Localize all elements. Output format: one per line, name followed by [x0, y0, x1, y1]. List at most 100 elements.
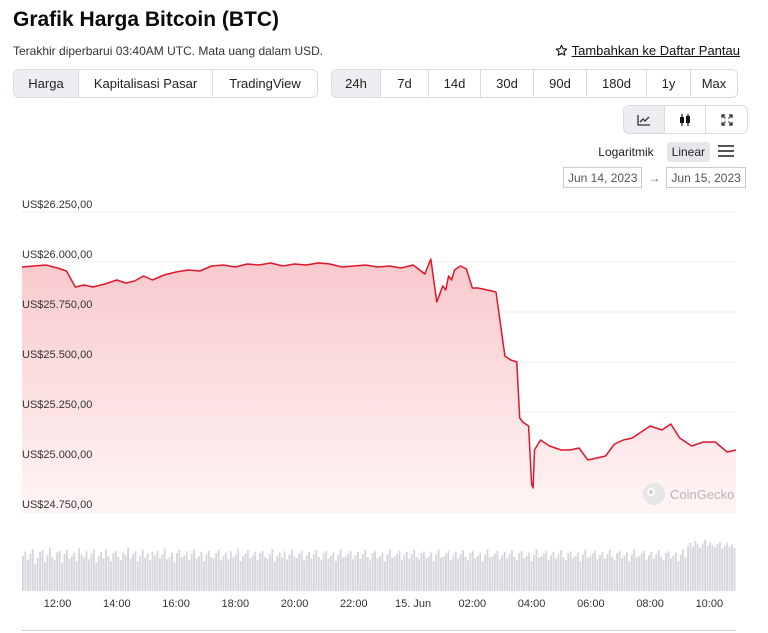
volume-bar [542, 553, 545, 591]
volume-bar [237, 548, 240, 591]
fullscreen-icon [720, 113, 733, 126]
volume-bar [496, 550, 499, 591]
range-180d[interactable]: 180d [587, 70, 647, 97]
volume-bar [136, 561, 139, 591]
volume-bar [625, 552, 628, 591]
volume-bar [144, 557, 147, 591]
volume-bar [677, 561, 680, 591]
volume-bar [224, 552, 227, 591]
volume-bar [359, 558, 362, 591]
volume-bar [151, 551, 154, 591]
volume-bar [559, 550, 562, 591]
volume-bar [317, 557, 320, 591]
volume-bar [61, 563, 63, 591]
volume-bar [728, 546, 731, 591]
coingecko-watermark: CoinGecko [643, 483, 734, 505]
y-tick-label: US$26.000,00 [22, 249, 92, 261]
volume-bar [420, 553, 423, 591]
volume-bar [46, 555, 49, 591]
range-30d[interactable]: 30d [481, 70, 534, 97]
volume-bar [173, 562, 176, 591]
add-to-watchlist-label: Tambahkan ke Daftar Pantau [571, 43, 740, 58]
volume-bar [110, 561, 112, 591]
volume-bar [713, 547, 716, 591]
candlestick-button[interactable] [665, 106, 706, 133]
volume-bar [596, 559, 599, 591]
tab-market-cap[interactable]: Kapitalisasi Pasar [79, 70, 213, 97]
scale-linear-option[interactable]: Linear [666, 142, 710, 162]
volume-bar [418, 559, 420, 591]
add-to-watchlist-link[interactable]: Tambahkan ke Daftar Pantau [555, 43, 740, 58]
hamburger-menu-icon[interactable] [718, 145, 734, 157]
volume-bar [567, 553, 570, 591]
volume-bar [322, 553, 325, 591]
range-90d[interactable]: 90d [534, 70, 587, 97]
volume-bar [491, 556, 494, 591]
x-tick-label: 22:00 [340, 598, 368, 610]
volume-bar [286, 559, 288, 591]
volume-bar [608, 550, 611, 591]
volume-bar [503, 551, 506, 591]
volume-bar [266, 558, 269, 591]
volume-bar [200, 551, 203, 591]
y-tick-label: US$24.750,00 [22, 499, 92, 511]
volume-bar [127, 547, 129, 591]
volume-bar [364, 550, 367, 591]
scale-toggle: Logaritmik Linear [593, 142, 710, 162]
volume-bar [513, 557, 516, 591]
volume-bar [232, 557, 235, 591]
range-max[interactable]: Max [691, 70, 737, 97]
price-line [21, 258, 737, 489]
x-tick-label: 16:00 [162, 598, 190, 610]
volume-bar [501, 555, 504, 591]
range-1y[interactable]: 1y [647, 70, 691, 97]
x-tick-label: 12:00 [44, 598, 72, 610]
volume-bar [533, 554, 535, 591]
x-tick-label: 15. Jun [395, 598, 431, 610]
volume-bar [704, 540, 707, 591]
volume-bar [325, 551, 328, 591]
x-tick-label: 02:00 [459, 598, 487, 610]
volume-bar [655, 554, 658, 591]
volume-bar [379, 555, 381, 591]
tab-price[interactable]: Harga [14, 70, 79, 97]
range-14d[interactable]: 14d [429, 70, 481, 97]
x-tick-label: 08:00 [636, 598, 664, 610]
tab-tradingview[interactable]: TradingView [213, 70, 317, 97]
volume-bar [699, 547, 702, 591]
scale-log-option[interactable]: Logaritmik [598, 145, 654, 159]
volume-bar [647, 555, 650, 591]
volume-bar [640, 553, 643, 591]
chart-view-tabs: Harga Kapitalisasi Pasar TradingView [13, 69, 318, 98]
volume-bar [476, 555, 479, 591]
volume-bar [220, 560, 222, 591]
volume-bar [445, 553, 447, 591]
volume-bar [290, 549, 293, 591]
volume-bar [635, 557, 638, 591]
arrow-right-icon: → [648, 170, 661, 185]
volume-bar [674, 552, 677, 591]
volume-bar [185, 551, 188, 591]
volume-bar [454, 551, 457, 591]
volume-bar [430, 552, 433, 591]
volume-bar [579, 561, 582, 591]
date-to-input[interactable]: Jun 15, 2023 [666, 167, 746, 188]
volume-bar [398, 550, 401, 591]
price-chart[interactable]: US$26.250,00 US$26.000,00 US$25.750,00 US$2… [0, 195, 768, 625]
y-tick-label: US$25.500,00 [22, 349, 92, 361]
range-24h[interactable]: 24h [332, 70, 381, 97]
date-from-input[interactable]: Jun 14, 2023 [563, 167, 643, 188]
volume-bar [22, 555, 24, 591]
line-chart-button[interactable] [624, 106, 665, 133]
line-chart-icon [637, 114, 650, 126]
volume-bar [449, 559, 452, 591]
volume-bar [310, 558, 313, 591]
volume-bar [669, 558, 672, 591]
volume-bar [342, 557, 345, 591]
volume-bar [295, 558, 298, 591]
volume-bar [352, 559, 354, 591]
volume-bar [550, 555, 553, 591]
range-7d[interactable]: 7d [381, 70, 429, 97]
fullscreen-button[interactable] [706, 106, 747, 133]
volume-bar [376, 558, 379, 591]
